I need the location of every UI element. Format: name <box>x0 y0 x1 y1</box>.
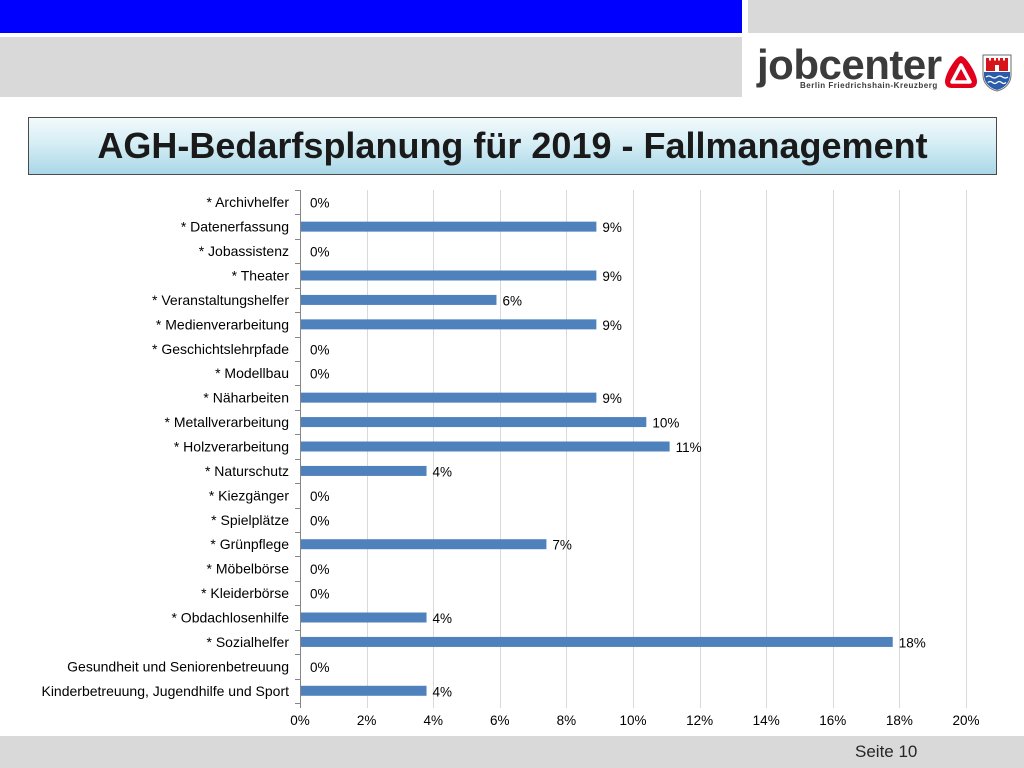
data-label-gruenpflege: 7% <box>552 538 572 553</box>
slide-title-box: AGH-Bedarfsplanung für 2019 - Fallmanage… <box>28 117 997 175</box>
bar-obdachlosenhilfe <box>301 612 427 623</box>
data-label-naeharbeiten: 9% <box>602 391 622 406</box>
category-label-obdachlosenhilfe: * Obdachlosenhilfe <box>171 610 289 626</box>
x-tick-label: 20% <box>952 713 979 728</box>
category-label-geschichtslehrpfade: * Geschichtslehrpfade <box>152 341 289 357</box>
data-label-kleiderboerse: 0% <box>310 587 330 602</box>
bar-holzverarbeitung <box>301 441 670 452</box>
category-label-theater: * Theater <box>232 268 290 284</box>
data-label-jobassistenz: 0% <box>310 245 330 260</box>
bar-naturschutz <box>301 465 427 476</box>
data-label-medienverarbeitung: 9% <box>602 318 622 333</box>
agentur-fuer-arbeit-logo-icon <box>945 56 977 88</box>
data-label-modellbau: 0% <box>310 367 330 382</box>
bar-metallverarbeitung <box>301 417 647 428</box>
category-label-medienverarbeitung: * Medienverarbeitung <box>156 316 289 332</box>
jobcenter-logo-subtitle: Berlin Friedrichshain-Kreuzberg <box>800 81 938 90</box>
bar-datenerfassung <box>301 221 597 232</box>
shield-castle <box>986 58 1008 71</box>
category-label-spielplaetze: * Spielplätze <box>211 512 289 528</box>
footer-band <box>0 736 1024 768</box>
bar-veranstaltungshelfer <box>301 294 497 305</box>
data-label-metallverarbeitung: 10% <box>652 416 679 431</box>
category-label-sozialhelfer: * Sozialhelfer <box>207 634 290 650</box>
category-label-naeharbeiten: * Näharbeiten <box>203 390 289 406</box>
coat-of-arms-icon <box>982 54 1012 92</box>
category-label-veranstaltungshelfer: * Veranstaltungshelfer <box>152 292 289 308</box>
horizontal-bar-chart: 0% 2% 4% 6% 8% 10% 12% 14% 16% 18% 20% 0% * Archivhe… <box>41 190 980 728</box>
category-label-kleiderboerse: * Kleiderbörse <box>201 585 289 601</box>
category-label-archivhelfer: * Archivhelfer <box>207 194 290 210</box>
x-tick-label: 10% <box>619 713 646 728</box>
header-blue-bar <box>0 0 742 33</box>
data-label-veranstaltungshelfer: 6% <box>502 293 522 308</box>
category-label-metallverarbeitung: * Metallverarbeitung <box>164 414 289 430</box>
x-tick-label: 16% <box>819 713 846 728</box>
category-label-holzverarbeitung: * Holzverarbeitung <box>174 439 289 455</box>
shield-castle-gate <box>995 65 999 71</box>
category-label-jobassistenz: * Jobassistenz <box>199 243 289 259</box>
category-label-moebelboerse: * Möbelbörse <box>207 561 290 577</box>
shield-wave-1 <box>985 75 1009 79</box>
x-tick-label: 8% <box>557 713 577 728</box>
shield-water <box>984 72 1010 90</box>
x-tick-label: 0% <box>290 713 310 728</box>
data-label-geschichtslehrpfade: 0% <box>310 342 330 357</box>
x-tick-label: 18% <box>886 713 913 728</box>
data-label-kiezgaenger: 0% <box>310 489 330 504</box>
category-label-modellbau: * Modellbau <box>215 365 289 381</box>
header-gray-strip <box>748 0 1024 33</box>
data-label-obdachlosenhilfe: 4% <box>433 611 453 626</box>
category-label-gruenpflege: * Grünpflege <box>210 536 289 552</box>
bar-sozialhelfer <box>301 636 893 647</box>
x-tick-label: 12% <box>686 713 713 728</box>
data-label-sozialhelfer: 18% <box>899 635 926 650</box>
jobcenter-logo-text: jobcenter <box>757 41 942 88</box>
x-tick-label: 6% <box>490 713 510 728</box>
data-label-theater: 9% <box>602 269 622 284</box>
shield-wave-2 <box>987 80 1007 85</box>
category-label-naturschutz: * Naturschutz <box>205 463 289 479</box>
category-label-datenerfassung: * Datenerfassung <box>181 219 289 235</box>
page-number: Seite 10 <box>855 742 918 761</box>
header-gray-band <box>0 37 742 97</box>
x-tick-label: 2% <box>357 713 377 728</box>
data-label-holzverarbeitung: 11% <box>676 440 702 455</box>
data-label-naturschutz: 4% <box>433 464 453 479</box>
data-label-datenerfassung: 9% <box>602 220 622 235</box>
slide-title: AGH-Bedarfsplanung für 2019 - Fallmanage… <box>97 125 928 166</box>
category-label-kinderbetreuung-jugendhilfe-und-sport: Kinderbetreuung, Jugendhilfe und Sport <box>41 683 289 699</box>
x-tick-label: 4% <box>423 713 443 728</box>
bar-kinderbetreuung-jugendhilfe-und-sport <box>301 685 427 696</box>
x-tick-label: 14% <box>753 713 780 728</box>
category-label-kiezgaenger: * Kiezgänger <box>209 487 290 503</box>
bar-theater <box>301 270 597 281</box>
data-label-spielplaetze: 0% <box>310 513 330 528</box>
data-label-gesundheit-und-seniorenbetreuung: 0% <box>310 660 330 675</box>
bar-naeharbeiten <box>301 392 597 403</box>
data-label-moebelboerse: 0% <box>310 562 330 577</box>
data-label-kinderbetreuung-jugendhilfe-und-sport: 4% <box>433 684 453 699</box>
data-label-archivhelfer: 0% <box>310 196 330 211</box>
agentur-logo-triangle <box>950 63 972 84</box>
category-label-gesundheit-und-seniorenbetreuung: Gesundheit und Seniorenbetreuung <box>67 658 289 674</box>
bar-medienverarbeitung <box>301 319 597 330</box>
bar-gruenpflege <box>301 539 547 550</box>
